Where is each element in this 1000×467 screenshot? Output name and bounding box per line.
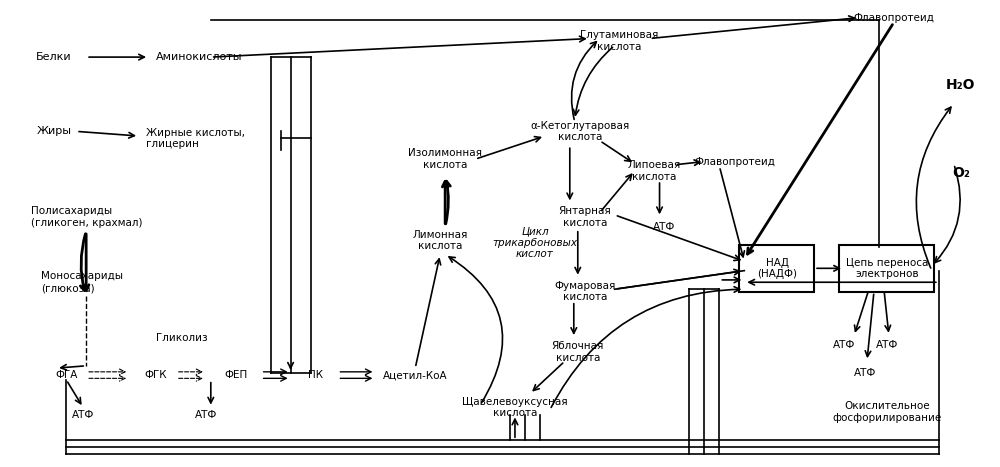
Text: Ацетил-КоА: Ацетил-КоА xyxy=(383,370,448,380)
Text: Флавопротеид: Флавопротеид xyxy=(853,13,934,22)
FancyBboxPatch shape xyxy=(739,245,814,291)
Text: ПК: ПК xyxy=(308,370,323,380)
Text: АТФ: АТФ xyxy=(876,340,898,350)
Text: Изолимонная
кислота: Изолимонная кислота xyxy=(408,149,482,170)
Text: Гликолиз: Гликолиз xyxy=(156,333,208,343)
Text: H₂O: H₂O xyxy=(946,78,975,92)
Text: Щавелевоуксусная
кислота: Щавелевоуксусная кислота xyxy=(462,397,568,418)
Text: АТФ: АТФ xyxy=(653,221,676,232)
Text: Флавопротеид: Флавопротеид xyxy=(694,156,775,167)
Text: Цикл
трикарбоновых
кислот: Цикл трикарбоновых кислот xyxy=(492,226,577,259)
Text: Яблочная
кислота: Яблочная кислота xyxy=(552,341,604,363)
Text: Моносахариды
(глюкоза): Моносахариды (глюкоза) xyxy=(41,271,123,293)
Text: НАД
(НАДФ): НАД (НАДФ) xyxy=(757,257,797,279)
Text: Аминокислоты: Аминокислоты xyxy=(156,52,242,62)
Text: АТФ: АТФ xyxy=(195,410,217,419)
Text: ФГА: ФГА xyxy=(55,370,77,380)
Text: ФГК: ФГК xyxy=(145,370,167,380)
Text: Лимонная
кислота: Лимонная кислота xyxy=(412,230,468,251)
Text: Белки: Белки xyxy=(36,52,72,62)
Text: АТФ: АТФ xyxy=(854,368,876,378)
Text: Фумаровая
кислота: Фумаровая кислота xyxy=(554,281,615,302)
Text: Жиры: Жиры xyxy=(36,127,71,136)
Text: Окислительное
фосфорилирование: Окислительное фосфорилирование xyxy=(832,402,942,423)
Text: Полисахариды
(гликоген, крахмал): Полисахариды (гликоген, крахмал) xyxy=(31,206,143,228)
Text: Цепь переноса
электронов: Цепь переноса электронов xyxy=(846,257,928,279)
Text: Липоевая
кислота: Липоевая кислота xyxy=(628,160,681,182)
Text: АТФ: АТФ xyxy=(72,410,94,419)
Text: α-Кетоглутаровая
кислота: α-Кетоглутаровая кислота xyxy=(530,120,629,142)
Text: Жирные кислоты,
глицерин: Жирные кислоты, глицерин xyxy=(146,127,245,149)
FancyBboxPatch shape xyxy=(839,245,934,291)
Text: ФЕП: ФЕП xyxy=(224,370,247,380)
Text: АТФ: АТФ xyxy=(833,340,855,350)
Text: Глутаминовая
кислота: Глутаминовая кислота xyxy=(580,30,659,52)
Text: Янтарная
кислота: Янтарная кислота xyxy=(558,206,611,228)
Text: O₂: O₂ xyxy=(952,166,970,180)
